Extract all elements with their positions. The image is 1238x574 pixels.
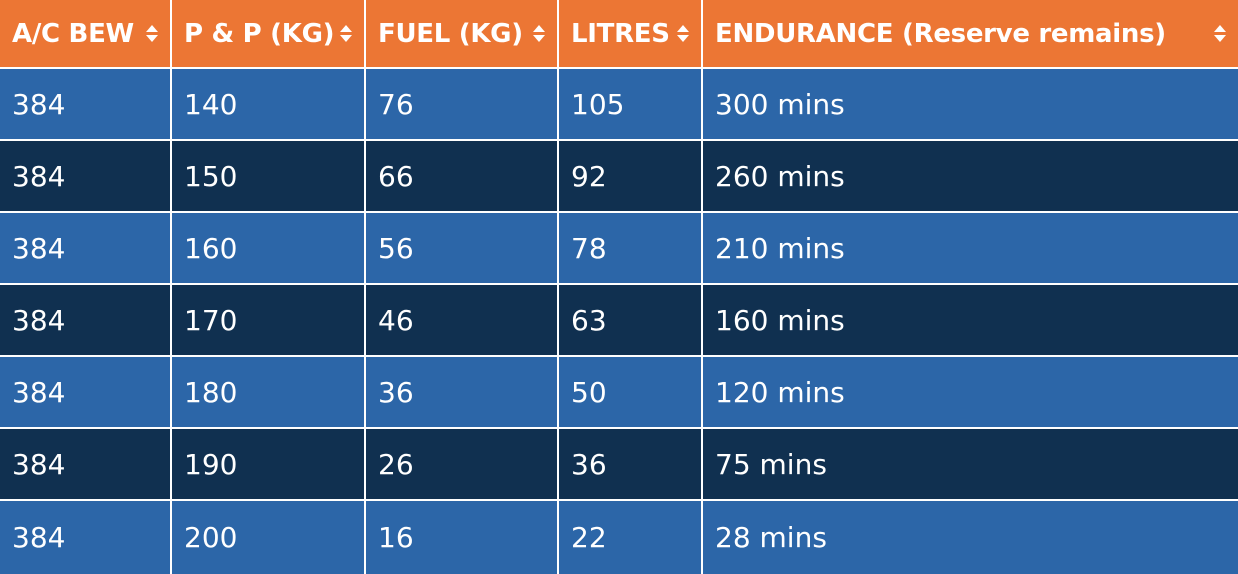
cell-ac-bew: 384 <box>0 68 172 141</box>
cell-litres: 92 <box>558 140 703 213</box>
table-row: 384 150 66 92 260 mins <box>0 140 1238 213</box>
cell-fuel-kg: 46 <box>365 284 559 357</box>
cell-ac-bew: 384 <box>0 500 172 574</box>
cell-ac-bew: 384 <box>0 212 172 285</box>
cell-endurance: 260 mins <box>702 140 1238 213</box>
column-header-fuel-kg[interactable]: FUEL (KG) <box>365 0 559 69</box>
cell-fuel-kg: 56 <box>365 212 559 285</box>
sort-icon[interactable] <box>533 25 545 42</box>
cell-pp-kg: 170 <box>171 284 366 357</box>
column-header-label: LITRES <box>571 18 670 49</box>
cell-pp-kg: 140 <box>171 68 366 141</box>
cell-litres: 36 <box>558 428 703 501</box>
table-header: A/C BEW P & P (KG) FUEL (KG) LITRES <box>0 0 1238 69</box>
table-row: 384 160 56 78 210 mins <box>0 212 1238 285</box>
cell-ac-bew: 384 <box>0 428 172 501</box>
table-row: 384 170 46 63 160 mins <box>0 284 1238 357</box>
cell-pp-kg: 180 <box>171 356 366 429</box>
sort-icon[interactable] <box>677 25 689 42</box>
cell-fuel-kg: 36 <box>365 356 559 429</box>
cell-pp-kg: 150 <box>171 140 366 213</box>
cell-endurance: 28 mins <box>702 500 1238 574</box>
cell-endurance: 120 mins <box>702 356 1238 429</box>
table-row: 384 190 26 36 75 mins <box>0 428 1238 501</box>
sort-icon[interactable] <box>146 25 158 42</box>
column-header-label: P & P (KG) <box>184 18 335 49</box>
sort-icon[interactable] <box>1214 25 1226 42</box>
cell-ac-bew: 384 <box>0 140 172 213</box>
cell-litres: 50 <box>558 356 703 429</box>
cell-litres: 105 <box>558 68 703 141</box>
table-row: 384 140 76 105 300 mins <box>0 68 1238 141</box>
cell-fuel-kg: 66 <box>365 140 559 213</box>
column-header-litres[interactable]: LITRES <box>558 0 703 69</box>
cell-fuel-kg: 16 <box>365 500 559 574</box>
column-header-label: FUEL (KG) <box>378 18 523 49</box>
cell-litres: 22 <box>558 500 703 574</box>
cell-fuel-kg: 76 <box>365 68 559 141</box>
cell-endurance: 210 mins <box>702 212 1238 285</box>
cell-fuel-kg: 26 <box>365 428 559 501</box>
table-body: 384 140 76 105 300 mins 384 150 66 92 26… <box>0 68 1238 574</box>
column-header-endurance[interactable]: ENDURANCE (Reserve remains) <box>702 0 1238 69</box>
cell-ac-bew: 384 <box>0 356 172 429</box>
sort-icon[interactable] <box>340 25 353 42</box>
column-header-ac-bew[interactable]: A/C BEW <box>0 0 172 69</box>
cell-litres: 78 <box>558 212 703 285</box>
cell-pp-kg: 200 <box>171 500 366 574</box>
cell-ac-bew: 384 <box>0 284 172 357</box>
cell-endurance: 75 mins <box>702 428 1238 501</box>
column-header-label: ENDURANCE (Reserve remains) <box>715 18 1166 49</box>
column-header-label: A/C BEW <box>12 18 134 49</box>
table-row: 384 200 16 22 28 mins <box>0 500 1238 574</box>
cell-pp-kg: 190 <box>171 428 366 501</box>
table-row: 384 180 36 50 120 mins <box>0 356 1238 429</box>
column-header-pp-kg[interactable]: P & P (KG) <box>171 0 366 69</box>
cell-endurance: 300 mins <box>702 68 1238 141</box>
cell-pp-kg: 160 <box>171 212 366 285</box>
header-row: A/C BEW P & P (KG) FUEL (KG) LITRES <box>0 0 1238 69</box>
cell-endurance: 160 mins <box>702 284 1238 357</box>
cell-litres: 63 <box>558 284 703 357</box>
